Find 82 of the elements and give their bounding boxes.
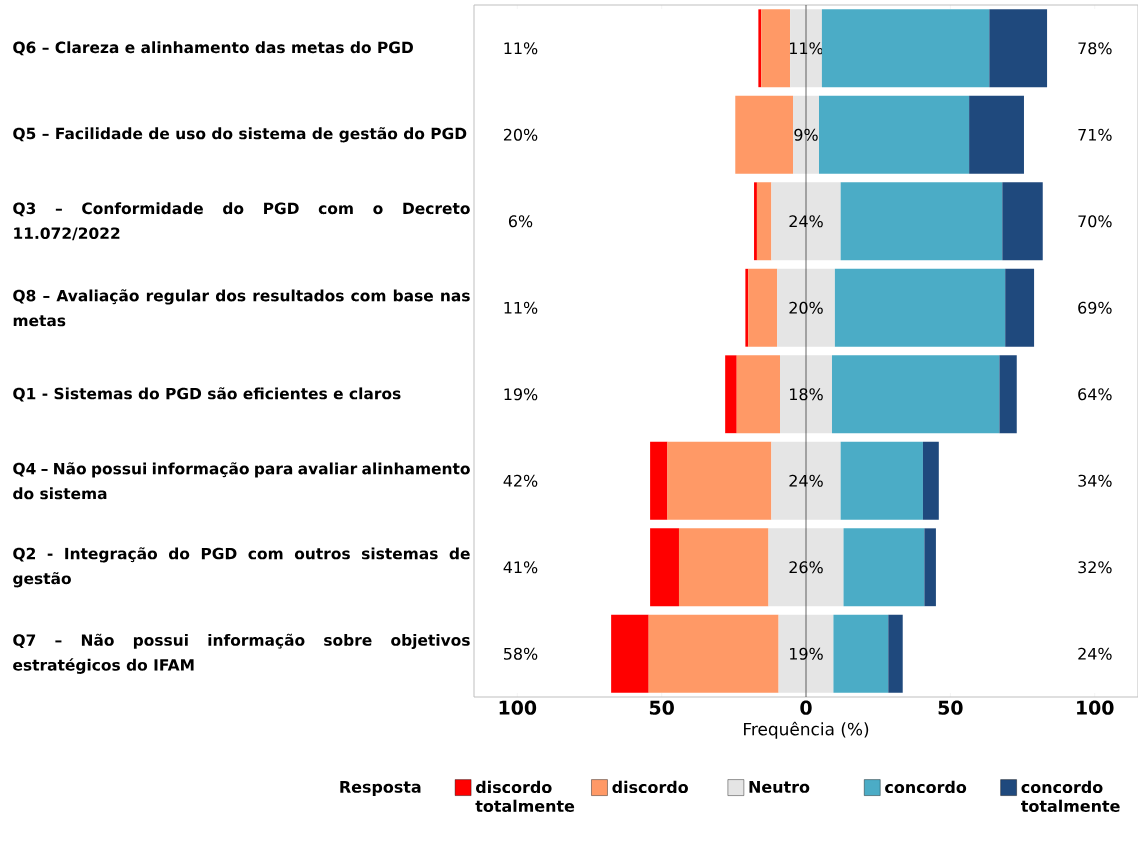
annotation: 78% [1078, 42, 1112, 55]
annotation: 58% [504, 647, 538, 660]
annotation: 71% [1078, 128, 1112, 141]
bar [778, 614, 834, 693]
bar [650, 441, 668, 520]
legend-label: discordo [612, 780, 688, 794]
annotation: 70% [1078, 215, 1112, 228]
bar [834, 268, 1006, 347]
bar [821, 9, 990, 88]
bar [999, 355, 1017, 434]
annotation: 34% [1078, 474, 1112, 487]
bar [756, 182, 772, 261]
x-tick-label: 50 [938, 700, 963, 715]
bar [745, 268, 749, 347]
bar [1005, 268, 1035, 347]
legend-label: concordo totalmente [1021, 780, 1120, 813]
data-label: 20% [789, 301, 823, 314]
legend-label: concordo [885, 780, 967, 794]
annotation: 69% [1078, 301, 1112, 314]
bar [611, 614, 649, 693]
annotation: 19% [504, 388, 538, 401]
x-axis-title: Frequência (%) [744, 721, 869, 739]
y-tick-label: Q1 - Sistemas do PGD são eficientes e claros [13, 387, 401, 402]
data-label: 26% [789, 561, 823, 574]
annotation: 42% [503, 474, 538, 487]
bar [780, 355, 832, 434]
bar [735, 95, 794, 174]
bar [840, 182, 1003, 261]
bar [650, 528, 679, 607]
bar [831, 355, 1000, 434]
bar [748, 268, 778, 347]
annotation: 64% [1078, 388, 1112, 401]
x-tick-label: 50 [649, 700, 674, 715]
data-label: 19% [790, 647, 823, 660]
annotation: 11% [504, 301, 538, 314]
y-tick-label: Q8 – Avaliação regular dos resultados com base nas metas [13, 289, 470, 327]
bar [833, 614, 889, 693]
bar [969, 95, 1024, 174]
y-tick-label: Q7 – Não possui informação sobre objetivos estratégicos do IFAM [13, 633, 470, 674]
bar [989, 9, 1048, 88]
y-tick-label: Q6 – Clareza e alinhamento das metas do PGD [13, 41, 413, 56]
bar [736, 355, 781, 434]
bar [648, 614, 779, 693]
bar [922, 441, 939, 520]
y-tick-label: Q3 – Conformidade do PGD com o Decreto 11.072/2022 [13, 202, 470, 241]
x-tick-label: 0 [800, 700, 812, 715]
y-tick-label: Q4 – Não possui informação para avaliar alinhamento do sistema [13, 462, 470, 500]
annotation: 41% [503, 561, 538, 574]
x-tick-label: 100 [1077, 700, 1114, 715]
bar [771, 441, 841, 520]
data-label: 18% [790, 388, 823, 401]
x-tick-label: 100 [499, 700, 537, 715]
bar [761, 9, 791, 88]
bar [924, 528, 936, 607]
bar [768, 528, 844, 607]
bar [758, 9, 762, 88]
bar [1002, 182, 1043, 261]
annotation: 6% [508, 215, 533, 228]
bar [843, 528, 925, 607]
bar [725, 355, 737, 434]
data-label: 24% [789, 474, 823, 487]
y-tick-label: Q5 – Facilidade de uso do sistema de gestão do PGD [13, 127, 467, 143]
bar [754, 182, 757, 261]
bar [777, 268, 835, 347]
annotation: 11% [504, 42, 538, 55]
data-label: 24% [789, 215, 823, 228]
data-label: 9% [794, 128, 818, 141]
legend-title: Resposta [340, 781, 421, 796]
legend-label: Neutro [749, 781, 810, 793]
legend-label: discordo totalmente [475, 780, 575, 813]
annotation: 20% [503, 128, 538, 141]
data-label: 11% [790, 42, 823, 55]
annotation: 24% [1078, 647, 1112, 660]
y-tick-label: Q2 - Integração do PGD com outros sistemas de gestão [13, 547, 470, 588]
bar [667, 441, 772, 520]
bar [819, 95, 970, 174]
annotation: 32% [1078, 561, 1112, 574]
bar [888, 614, 903, 693]
bar [678, 528, 769, 607]
bar [840, 441, 923, 520]
bar [771, 182, 841, 261]
bar [790, 9, 822, 88]
